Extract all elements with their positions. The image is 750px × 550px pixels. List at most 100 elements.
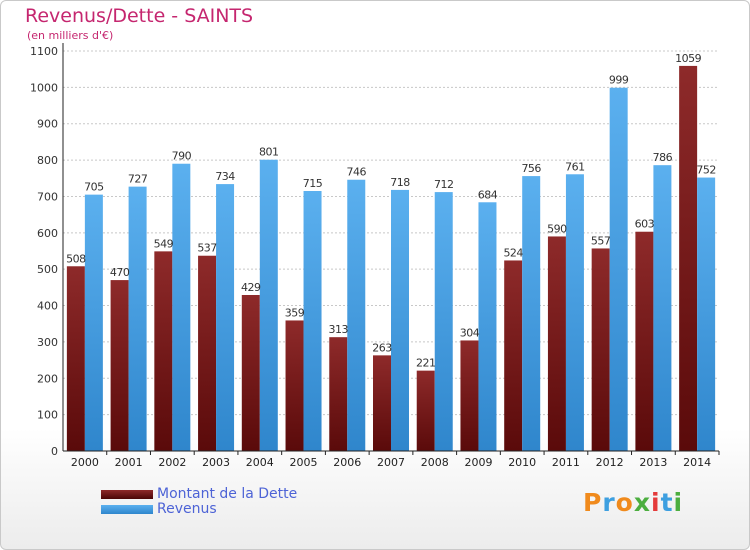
proxiti-logo: Proxiti [583, 488, 683, 517]
y-tick-label: 500 [37, 263, 58, 276]
x-tick-label: 2008 [421, 456, 449, 469]
bar-revenus [259, 159, 278, 451]
data-label-debt: 359 [285, 306, 305, 319]
bar-revenus [128, 186, 147, 452]
bar-debt [329, 337, 348, 451]
bar-revenus [697, 177, 716, 451]
y-tick-label: 900 [37, 118, 58, 131]
y-tick-label: 800 [37, 154, 58, 167]
logo-letter: i [673, 488, 684, 517]
bar-debt [635, 231, 654, 451]
data-label-debt: 313 [329, 323, 349, 336]
data-label-debt: 429 [241, 281, 261, 294]
bar-revenus [84, 194, 103, 452]
legend-swatch-debt [101, 489, 153, 499]
data-label-debt: 603 [635, 218, 655, 231]
bar-revenus [434, 192, 453, 451]
data-label-revenus: 746 [347, 166, 367, 179]
bar-debt [504, 260, 523, 451]
x-tick-label: 2011 [552, 456, 580, 469]
x-tick-label: 2002 [158, 456, 186, 469]
bar-revenus [565, 174, 584, 452]
legend-label-debt: Montant de la Dette [157, 486, 298, 502]
y-tick-label: 700 [37, 190, 58, 203]
bar-debt [110, 280, 129, 451]
data-label-debt: 549 [154, 237, 174, 250]
data-label-revenus: 734 [215, 170, 235, 183]
data-label-revenus: 718 [390, 176, 410, 189]
chart-title: Revenus/Dette - SAINTS [25, 5, 254, 27]
data-label-revenus: 761 [565, 160, 585, 173]
axis-layer: 0 100 200 300 400 500 600 700 800 900 1000 1100 2000… [30, 43, 720, 469]
data-label-debt: 508 [66, 252, 86, 265]
logo-letter: o [615, 488, 634, 517]
data-label-revenus: 727 [128, 173, 148, 186]
data-label-debt: 221 [416, 357, 436, 370]
y-tick-label: 200 [37, 372, 58, 385]
bar-debt [416, 370, 435, 451]
legend-label-revenus: Revenus [157, 501, 217, 517]
legend: Montant de la Dette Revenus [101, 487, 297, 517]
legend-swatch-revenus [101, 504, 153, 514]
x-tick-label: 2004 [246, 456, 274, 469]
data-label-revenus: 790 [172, 150, 192, 163]
labels-layer: 508 705 470 727 549 790 537 734 429 801 359 715 313 7… [66, 52, 716, 370]
bar-revenus [347, 179, 366, 451]
data-label-revenus: 756 [521, 162, 541, 175]
x-tick-label: 2005 [290, 456, 318, 469]
bar-debt [198, 255, 217, 451]
bar-debt [66, 266, 85, 451]
bar-debt [591, 248, 610, 451]
bar-revenus [303, 191, 322, 451]
bar-debt [285, 320, 304, 451]
data-label-debt: 524 [503, 246, 523, 259]
y-tick-label: 300 [37, 336, 58, 349]
data-label-debt: 470 [110, 266, 130, 279]
logo-letter: r [602, 488, 616, 517]
x-tick-label: 2006 [333, 456, 361, 469]
data-label-revenus: 752 [696, 164, 716, 177]
bar-revenus [216, 184, 235, 451]
data-label-debt: 590 [547, 222, 567, 235]
y-tick-label: 0 [51, 445, 58, 458]
x-tick-label: 2010 [508, 456, 536, 469]
bar-revenus [172, 163, 191, 451]
x-tick-label: 2000 [71, 456, 99, 469]
data-label-debt: 557 [591, 234, 611, 247]
y-tick-label: 400 [37, 300, 58, 313]
bar-debt [241, 295, 260, 451]
data-label-debt: 1059 [675, 52, 701, 65]
x-tick-label: 2014 [683, 456, 711, 469]
data-label-revenus: 712 [434, 178, 454, 191]
data-label-revenus: 999 [609, 74, 629, 87]
y-tick-label: 1100 [30, 45, 58, 58]
y-tick-label: 600 [37, 227, 58, 240]
bar-revenus [522, 176, 541, 451]
bar-debt [679, 65, 698, 451]
data-label-debt: 537 [197, 242, 217, 255]
legend-item-revenus: Revenus [101, 502, 297, 517]
logo-letter: x [633, 488, 651, 517]
x-tick-label: 2012 [596, 456, 624, 469]
data-label-revenus: 786 [653, 151, 673, 164]
bar-debt [460, 340, 479, 451]
legend-item-debt: Montant de la Dette [101, 487, 297, 502]
logo-letter: i [651, 488, 661, 517]
x-tick-label: 2013 [639, 456, 667, 469]
y-tick-label: 100 [37, 409, 58, 422]
data-label-revenus: 705 [84, 181, 104, 194]
x-tick-label: 2007 [377, 456, 405, 469]
x-tick-label: 2009 [464, 456, 492, 469]
logo-letter: t [660, 488, 674, 517]
x-tick-label: 2003 [202, 456, 230, 469]
bar-debt [547, 236, 566, 451]
bar-revenus [609, 87, 628, 452]
data-label-debt: 304 [460, 326, 480, 339]
y-tick-label: 1000 [30, 81, 58, 94]
chart-subtitle: (en milliers d'€) [27, 29, 114, 42]
data-label-revenus: 715 [303, 177, 323, 190]
bar-debt [154, 251, 173, 451]
logo-letter: P [583, 488, 603, 517]
bar-revenus [653, 165, 672, 451]
bar-debt [373, 355, 391, 451]
